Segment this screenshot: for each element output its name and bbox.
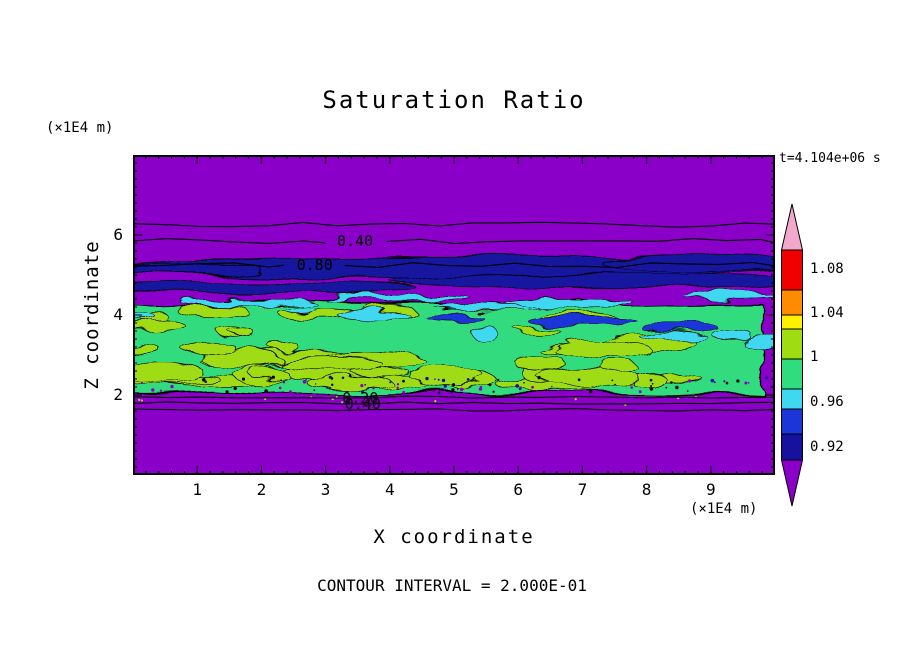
contour-field: 0.400.800.200.40 [106,135,808,495]
svg-text:0.20: 0.20 [342,389,378,407]
x-tick-label: 7 [577,480,588,499]
colorbar-tick-label: 1.04 [810,305,844,321]
x-tick-label: 3 [320,480,331,499]
x-tick-label: 9 [705,480,716,499]
y-tick-label: 2 [113,385,123,404]
y-tick-label: 4 [113,305,123,324]
plot-area: 0.40 0.80 0.20 0.40 [106,135,808,495]
colorbar [781,203,803,507]
x-tick-label: 8 [641,480,652,499]
contour-interval-label: CONTOUR INTERVAL = 2.000E-01 [317,576,587,595]
y-tick-label: 6 [113,225,123,244]
x-tick-label: 6 [513,480,523,499]
x-axis-title: X coordinate [373,526,535,548]
svg-text:0.40: 0.40 [345,395,381,413]
svg-text:0.40: 0.40 [337,232,373,250]
y-axis-unit-label: (×1E4 m) [46,120,114,136]
x-tick-label: 1 [192,480,202,499]
x-tick-label: 5 [449,480,459,499]
contour-field-layers: 0.400.800.200.40 [106,135,808,495]
x-tick-label: 2 [256,480,267,499]
colorbar-tick-label: 0.92 [810,439,844,455]
svg-text:0.80: 0.80 [297,256,333,274]
colorbar-tick-label: 0.96 [810,394,844,410]
chart-title: Saturation Ratio [322,86,586,114]
colorbar-tick-label: 1 [810,349,819,365]
x-axis-unit-label: (×1E4 m) [690,501,758,517]
x-tick-label: 4 [384,480,395,499]
colorbar-tick-label: 1.08 [810,261,844,277]
timestamp-label: t=4.104e+06 s [779,151,881,166]
